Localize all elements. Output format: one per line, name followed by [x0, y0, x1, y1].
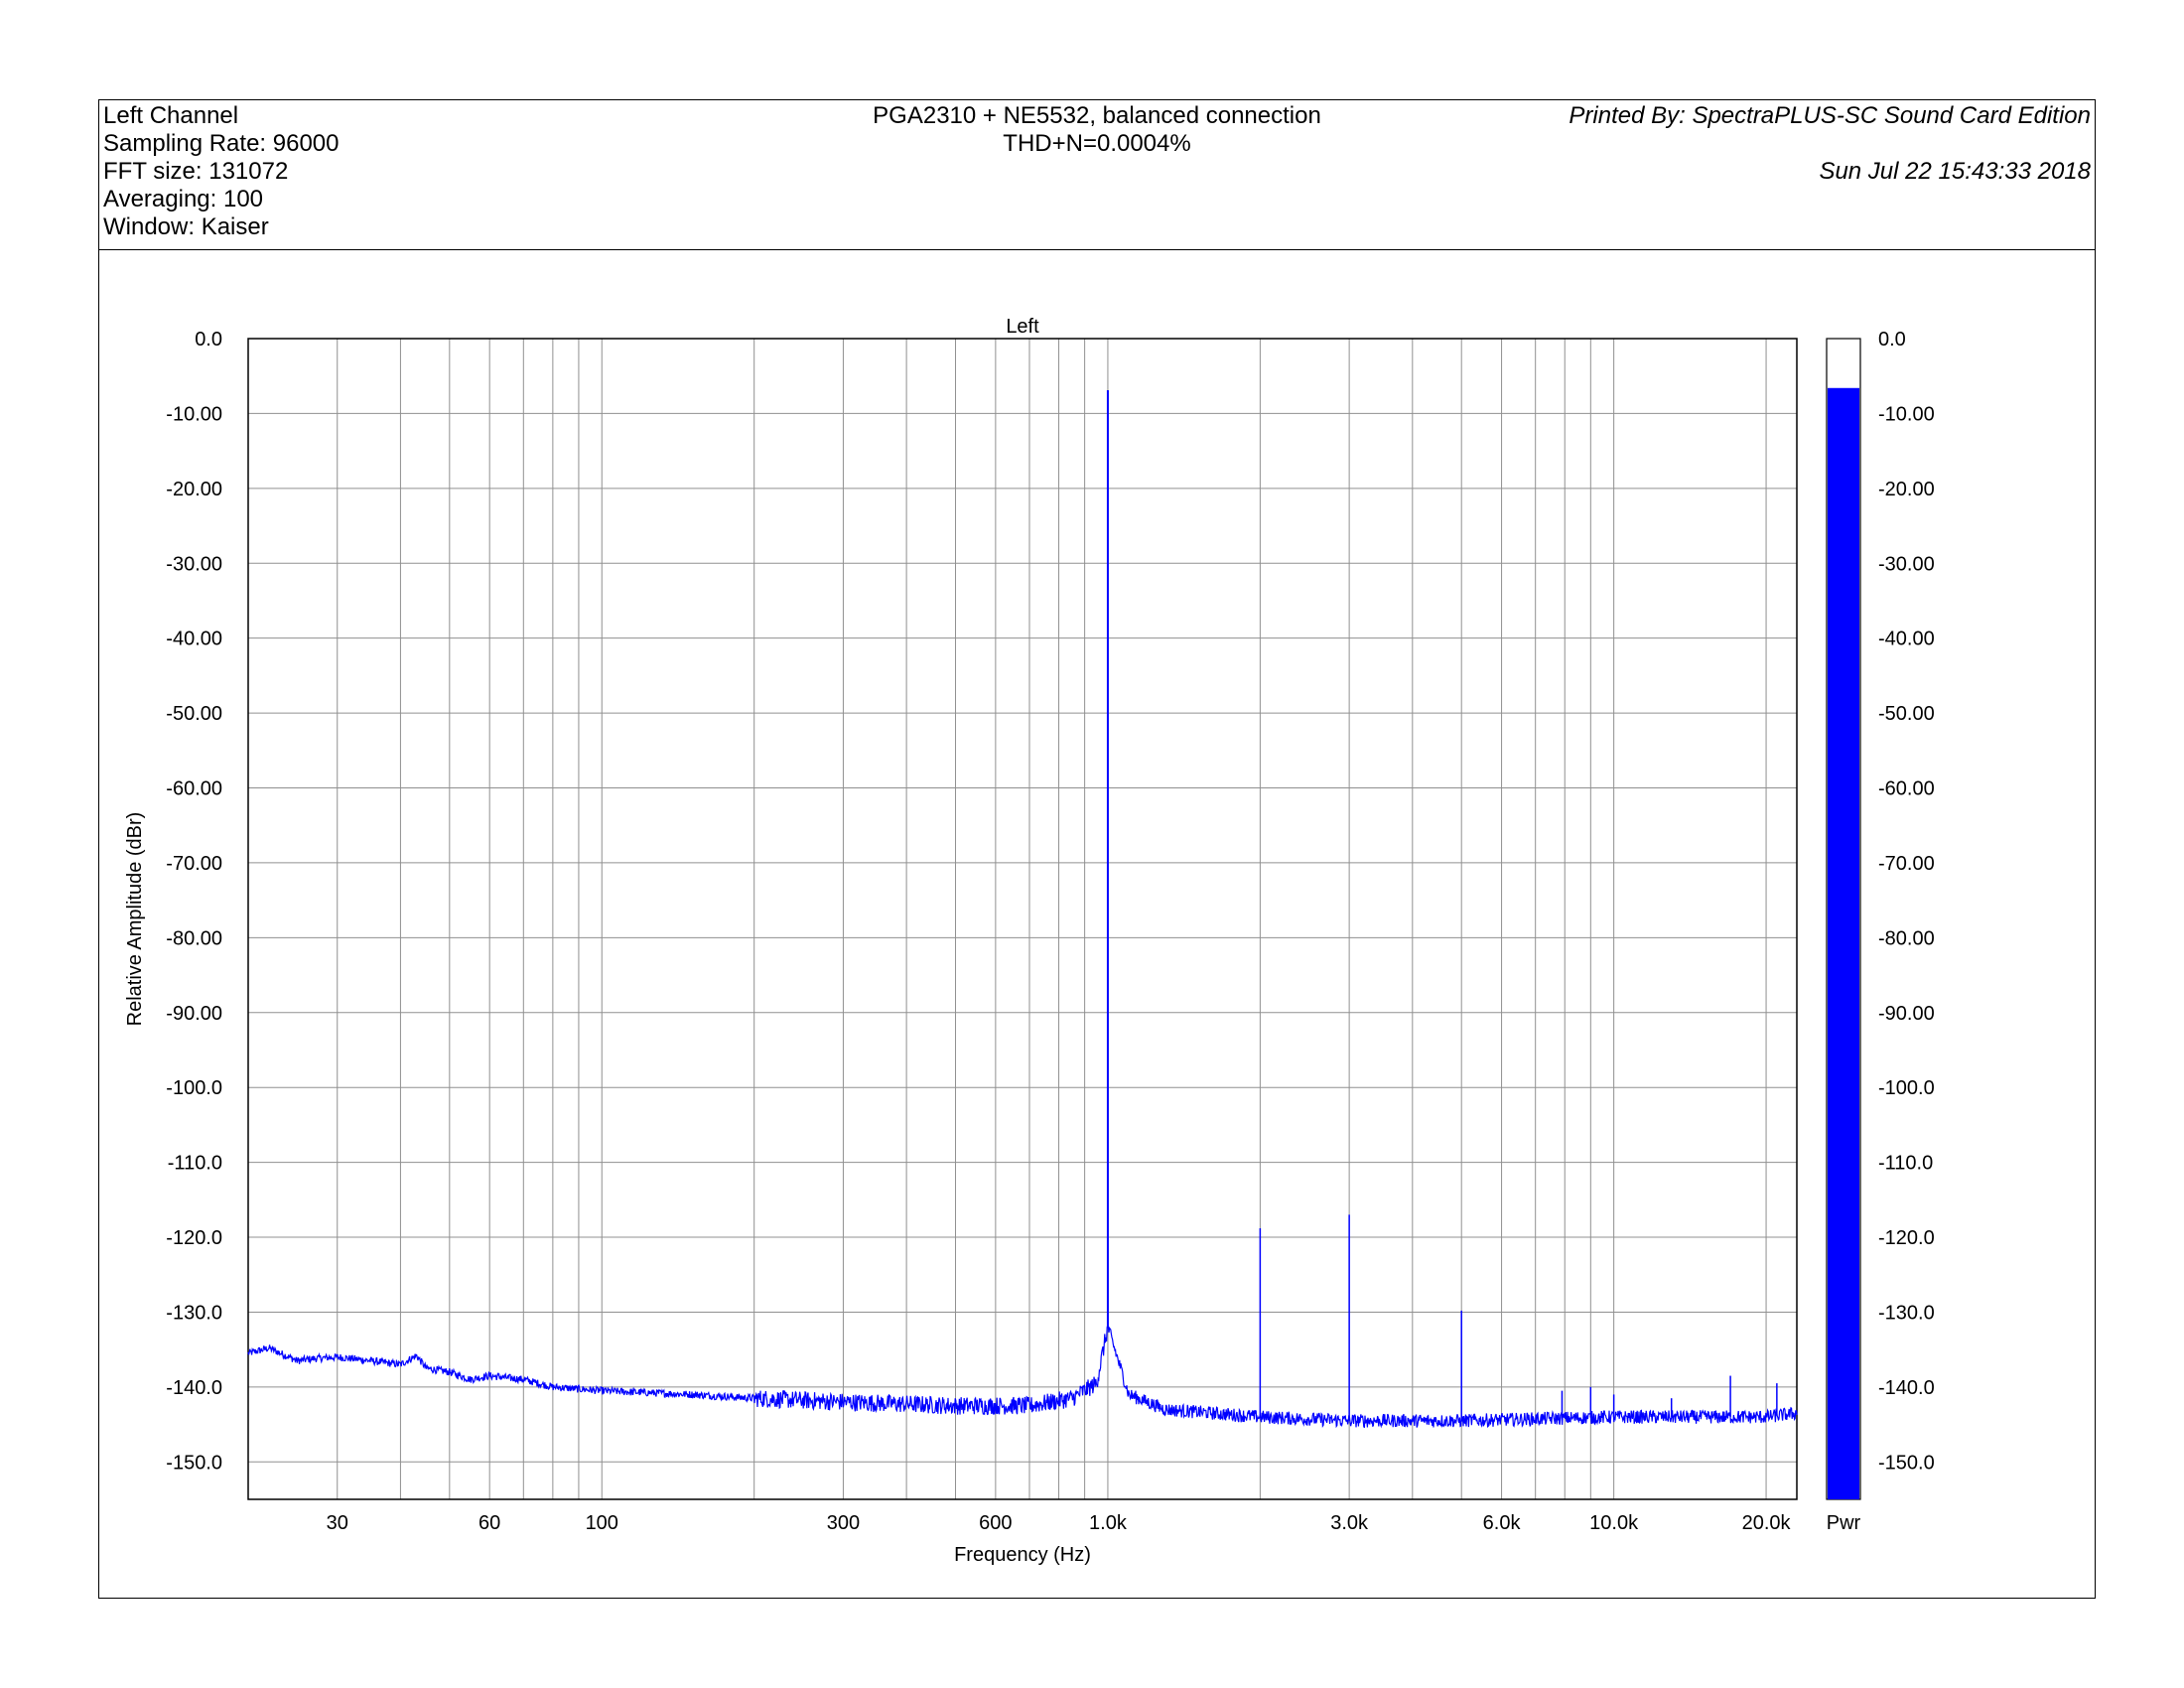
power-bar-tick-label: -80.00	[1878, 927, 1935, 949]
power-bar-tick-label: -90.00	[1878, 1003, 1935, 1025]
x-tick-label: 600	[979, 1512, 1012, 1534]
spectrum-trace	[247, 1323, 1798, 1429]
harmonic-peaks	[1106, 390, 1778, 1421]
info-line: Averaging: 100	[103, 186, 264, 212]
y-tick-label: -140.0	[166, 1377, 222, 1399]
power-bar-tick-label: -70.00	[1878, 853, 1935, 875]
report-title: PGA2310 + NE5532, balanced connection	[873, 102, 1321, 129]
printed-by: Printed By: SpectraPLUS-SC Sound Card Ed…	[1569, 102, 2091, 129]
power-bar-tick-label: -110.0	[1878, 1153, 1933, 1175]
info-line: FFT size: 131072	[103, 158, 289, 185]
power-bar-tick-label: -40.00	[1878, 629, 1935, 650]
power-bar-fill	[1828, 387, 1859, 1500]
x-tick-label: 60	[478, 1512, 500, 1534]
power-bar-tick-label: -10.00	[1878, 403, 1935, 425]
y-tick-label: -10.00	[166, 403, 222, 425]
x-tick-label: 20.0k	[1742, 1512, 1792, 1534]
x-tick-label: 30	[327, 1512, 348, 1534]
y-tick-label: -130.0	[166, 1302, 222, 1324]
report-frame: Left Channel Sampling Rate: 96000 FFT si…	[98, 99, 2096, 1599]
plot-area	[247, 338, 1798, 1500]
header-divider	[99, 249, 2095, 250]
power-bar-tick-label: -120.0	[1878, 1227, 1935, 1249]
power-bar-label: Pwr	[1827, 1512, 1861, 1534]
print-info: Printed By: SpectraPLUS-SC Sound Card Ed…	[1569, 102, 2091, 186]
measurement-info: Left Channel Sampling Rate: 96000 FFT si…	[103, 102, 340, 241]
x-tick-label: 10.0k	[1589, 1512, 1639, 1534]
y-axis-label: Relative Amplitude (dBr)	[124, 812, 146, 1027]
info-line: Sampling Rate: 96000	[103, 130, 340, 157]
chart-title: Left	[1006, 316, 1039, 338]
y-tick-label: 0.0	[195, 329, 222, 351]
y-tick-label: -60.00	[166, 778, 222, 800]
power-bar-tick-label: -150.0	[1878, 1452, 1935, 1474]
power-bar-tick-label: -140.0	[1878, 1377, 1935, 1399]
power-bar-scale: 0.0 -10.00 -20.00 -30.00 -40.00 -50.00 -60.00 -…	[1878, 329, 1935, 1474]
info-line: Window: Kaiser	[103, 213, 269, 240]
power-bar-tick-label: -30.00	[1878, 553, 1935, 575]
y-tick-label: -80.00	[166, 927, 222, 949]
y-tick-label: -40.00	[166, 629, 222, 650]
printed-date: Sun Jul 22 15:43:33 2018	[1819, 158, 2091, 185]
grid	[248, 338, 1797, 1499]
y-tick-label: -50.00	[166, 703, 222, 725]
x-axis-label: Frequency (Hz)	[954, 1544, 1091, 1566]
report-subtitle: THD+N=0.0004%	[1003, 130, 1191, 157]
y-tick-label: -100.0	[166, 1077, 222, 1099]
info-line: Left Channel	[103, 102, 239, 129]
power-bar-tick-label: -100.0	[1878, 1077, 1935, 1099]
x-tick-label: 1.0k	[1089, 1512, 1128, 1534]
power-bar-tick-label: -50.00	[1878, 703, 1935, 725]
x-tick-label: 3.0k	[1330, 1512, 1369, 1534]
power-bar-tick-label: -130.0	[1878, 1302, 1935, 1324]
y-tick-label: -150.0	[166, 1452, 222, 1474]
power-bar-tick-label: 0.0	[1878, 329, 1906, 351]
power-bar-tick-label: -60.00	[1878, 778, 1935, 800]
y-tick-label: -70.00	[166, 853, 222, 875]
y-tick-label: -30.00	[166, 553, 222, 575]
y-tick-label: -20.00	[166, 479, 222, 500]
report-title-block: PGA2310 + NE5532, balanced connection TH…	[99, 102, 2095, 158]
x-tick-label: 100	[586, 1512, 618, 1534]
y-axis: 0.0 -10.00 -20.00 -30.00 -40.00 -50.00 -60.00 -…	[166, 329, 222, 1474]
power-bar-tick-label: -20.00	[1878, 479, 1935, 500]
x-tick-label: 6.0k	[1483, 1512, 1522, 1534]
x-axis: 30 60 100 300 600 1.0k 3.0k 6.0k 10.0k 20.0k	[327, 1512, 1792, 1534]
y-tick-label: -110.0	[168, 1153, 222, 1175]
y-tick-label: -120.0	[166, 1227, 222, 1249]
x-tick-label: 300	[827, 1512, 860, 1534]
y-tick-label: -90.00	[166, 1003, 222, 1025]
